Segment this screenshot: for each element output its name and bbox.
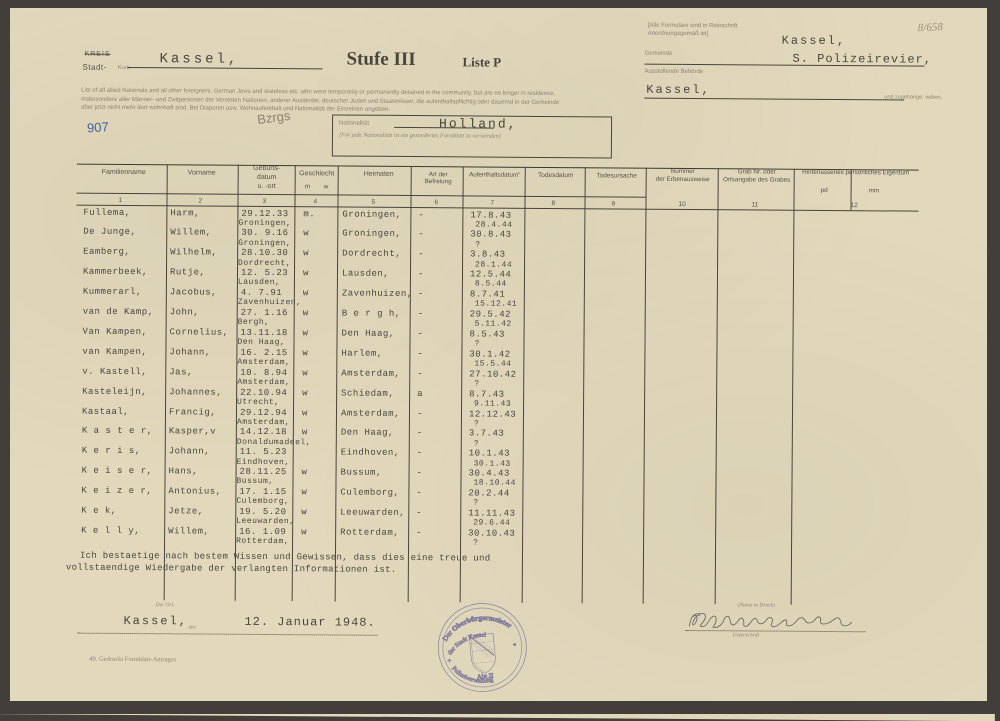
svg-text:+: +	[447, 657, 452, 665]
svg-text:*: *	[513, 643, 517, 649]
